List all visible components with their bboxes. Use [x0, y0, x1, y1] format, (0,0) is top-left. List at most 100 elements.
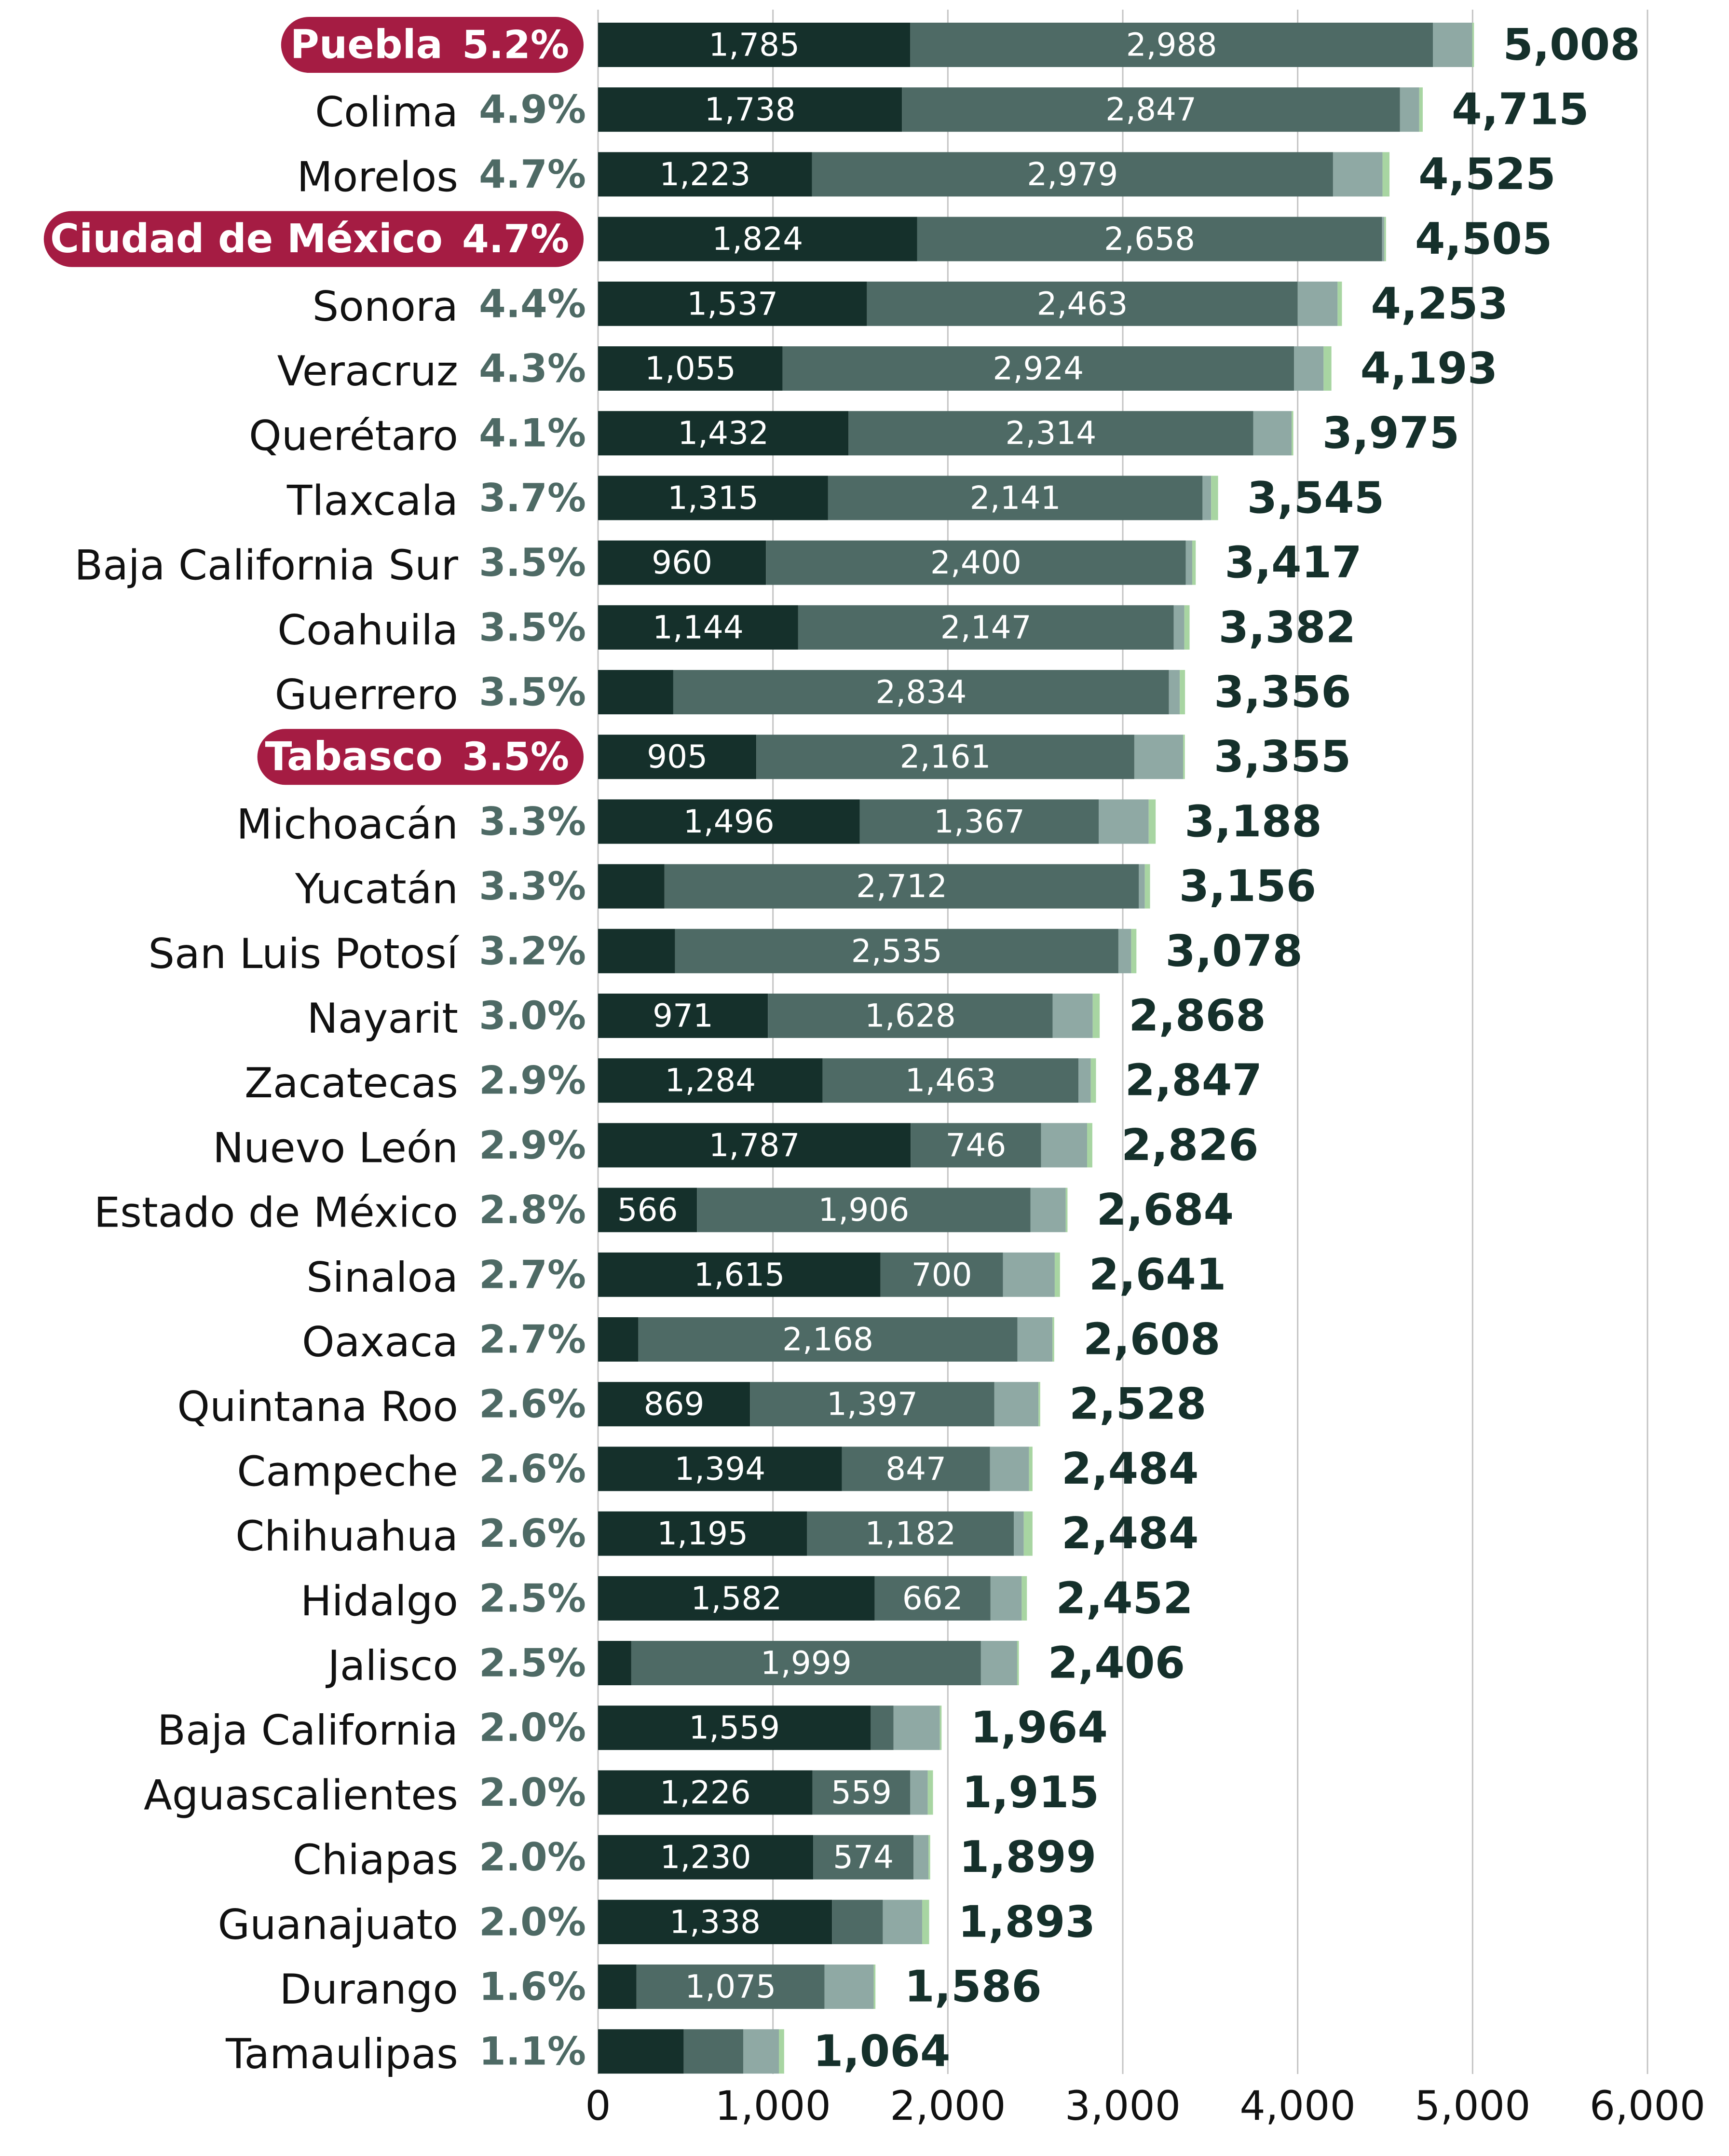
- bar-segment-4: [1183, 735, 1185, 779]
- total-value-label: 3,188: [1184, 796, 1322, 847]
- segment-value-label: 847: [885, 1450, 946, 1487]
- bar-segment-1: [598, 1382, 750, 1427]
- segment-value-label: 1,367: [934, 803, 1025, 840]
- bar-segment-3: [1030, 1187, 1066, 1232]
- bar-segment-3: [1400, 87, 1419, 132]
- state-label: Yucatán: [295, 865, 458, 914]
- bar-segment-2: [871, 1706, 894, 1750]
- segment-value-label: 1,999: [761, 1645, 852, 1682]
- bar-segment-1: [598, 1511, 807, 1556]
- total-value-label: 4,253: [1371, 278, 1508, 329]
- total-value-label: 3,078: [1165, 926, 1303, 976]
- highlight-pill: [43, 211, 584, 267]
- segment-value-label: 1,230: [660, 1839, 751, 1876]
- state-label: Chihuahua: [235, 1513, 458, 1561]
- x-axis: 0 1,000 2,000 3,000 4,000 5,000 6,000: [585, 2082, 1705, 2129]
- segment-value-label: 2,658: [1104, 220, 1195, 258]
- bar-segment-3: [1003, 1252, 1055, 1297]
- pct-label: 2.0%: [479, 1835, 586, 1880]
- bar-segment-2: [631, 1641, 981, 1685]
- pct-label: 2.0%: [479, 1770, 586, 1815]
- bar-segment-1: [598, 1058, 823, 1103]
- bar-segment-4: [873, 1965, 876, 2009]
- state-label: Campeche: [237, 1447, 458, 1496]
- bar-segment-2: [683, 2029, 744, 2074]
- segment-value-label: 2,924: [993, 350, 1084, 387]
- segment-value-label: 662: [902, 1580, 963, 1617]
- total-value-label: 2,452: [1056, 1573, 1193, 1624]
- bar-segment-2: [832, 1899, 883, 1944]
- bar-segment-1: [598, 1965, 637, 2009]
- pct-label: 4.4%: [479, 281, 586, 326]
- bar-segment-3: [883, 1899, 923, 1944]
- bar-segment-1: [598, 605, 798, 650]
- pct-label: 4.7%: [462, 217, 569, 261]
- segment-value-label: 1,628: [865, 997, 956, 1035]
- pct-label: 3.3%: [479, 799, 586, 844]
- bar-segment-2: [842, 1446, 990, 1491]
- bar-segment-1: [598, 799, 860, 844]
- bar-segment-2: [782, 346, 1294, 391]
- segment-value-label: 1,787: [709, 1127, 800, 1164]
- bar-segment-4: [778, 2029, 784, 2074]
- total-value-label: 4,715: [1452, 84, 1589, 135]
- bar-segment-1: [598, 1123, 911, 1168]
- bar-segment-3: [910, 1770, 928, 1815]
- segment-value-label: 1,226: [660, 1774, 751, 1811]
- bar-segment-2: [798, 605, 1174, 650]
- bar-segment-1: [598, 152, 812, 197]
- segment-value-label: 2,161: [900, 738, 991, 776]
- segment-value-label: 1,195: [657, 1515, 748, 1552]
- x-tick-label: 3,000: [1065, 2082, 1181, 2129]
- bar-segment-4: [1384, 217, 1386, 261]
- x-tick-label: 2,000: [890, 2082, 1006, 2129]
- bar-segment-3: [1078, 1058, 1091, 1103]
- segment-value-label: 1,284: [665, 1062, 756, 1099]
- state-label: Jalisco: [325, 1642, 458, 1690]
- state-label: Morelos: [297, 153, 458, 201]
- state-label: Coahuila: [277, 606, 458, 655]
- state-label: Sinaloa: [306, 1254, 458, 1302]
- state-label: Hidalgo: [300, 1577, 458, 1625]
- bar-segment-4: [1029, 1446, 1033, 1491]
- bar-segment-1: [598, 1317, 639, 1362]
- pct-label: 4.9%: [479, 87, 586, 132]
- state-label: Oaxaca: [302, 1318, 458, 1366]
- total-value-label: 2,847: [1125, 1055, 1263, 1106]
- bar-segment-4: [1023, 1511, 1033, 1556]
- segment-value-label: 1,537: [687, 285, 778, 322]
- bar-segment-2: [880, 1252, 1003, 1297]
- pct-label: 3.5%: [479, 605, 586, 650]
- bar-segment-3: [1014, 1511, 1024, 1556]
- segment-value-label: 1,075: [685, 1968, 776, 2006]
- pct-label: 5.2%: [462, 23, 569, 68]
- total-value-label: 5,008: [1503, 20, 1640, 70]
- bar-segment-1: [598, 928, 675, 973]
- bar-segment-2: [664, 864, 1139, 909]
- bar-segment-3: [1185, 540, 1192, 585]
- bar-segment-2: [638, 1317, 1018, 1362]
- bar-segment-4: [939, 1706, 942, 1750]
- bar-segment-4: [1092, 994, 1100, 1038]
- bar-segment-4: [1052, 1317, 1054, 1362]
- bar-segment-1: [598, 217, 917, 261]
- bar-segment-3: [1202, 476, 1212, 520]
- segment-value-label: 1,463: [905, 1062, 996, 1099]
- bars-layer: [598, 23, 1474, 2074]
- bar-segment-3: [1017, 1317, 1053, 1362]
- bar-segment-4: [1382, 152, 1390, 197]
- segment-value-label: 746: [945, 1127, 1006, 1164]
- bar-segment-4: [1291, 411, 1293, 456]
- segment-value-label: 1,315: [667, 479, 759, 517]
- bar-segment-2: [636, 1965, 825, 2009]
- bar-segment-3: [1099, 799, 1149, 844]
- bar-segment-3: [1169, 670, 1180, 714]
- bar-segment-4: [1180, 670, 1185, 714]
- bar-segment-2: [768, 994, 1053, 1038]
- segment-value-label: 2,141: [970, 479, 1061, 517]
- total-value-label: 3,356: [1214, 667, 1351, 718]
- bar-segment-4: [1021, 1576, 1027, 1621]
- total-value-label: 4,525: [1418, 149, 1556, 200]
- bar-segment-2: [766, 540, 1186, 585]
- segment-value-label: 2,314: [1005, 415, 1096, 452]
